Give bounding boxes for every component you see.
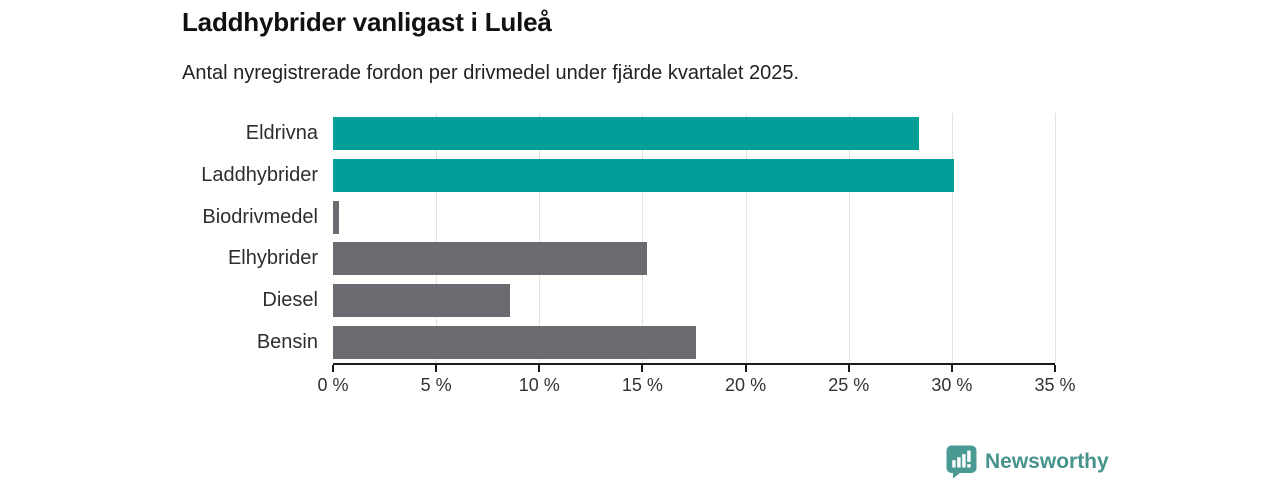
gridline bbox=[848, 113, 850, 363]
gridline bbox=[745, 113, 747, 363]
newsworthy-logo: Newsworthy bbox=[946, 445, 1109, 479]
bar bbox=[333, 117, 919, 151]
bar-row bbox=[333, 238, 1055, 280]
bar-row bbox=[333, 280, 1055, 322]
x-axis-tick-label: 5 % bbox=[420, 375, 452, 395]
bar bbox=[333, 200, 340, 234]
x-axis-tick-label: 20 % bbox=[725, 375, 767, 395]
category-labels: Eldrivna Laddhybrider Biodrivmedel Elhybrid… bbox=[0, 113, 318, 363]
gridline bbox=[951, 113, 953, 363]
x-axis-tick-label: 25 % bbox=[828, 375, 870, 395]
bar bbox=[333, 283, 511, 317]
gridline bbox=[539, 113, 541, 363]
category-label: Biodrivmedel bbox=[202, 205, 318, 228]
x-axis-tick-label: 10 % bbox=[518, 375, 560, 395]
category-label: Elhybrider bbox=[227, 247, 318, 270]
plot-area bbox=[333, 113, 1056, 365]
category-label: Laddhybrider bbox=[201, 163, 318, 186]
bar-row bbox=[333, 155, 1055, 197]
bar-chart-speech-bubble-icon bbox=[946, 445, 977, 479]
category-label: Bensin bbox=[256, 330, 318, 353]
newsworthy-brand-text: Newsworthy bbox=[985, 450, 1109, 473]
bar bbox=[333, 242, 647, 276]
bar-rows bbox=[333, 113, 1055, 363]
gridline bbox=[436, 113, 438, 363]
x-axis-tick-label: 0 % bbox=[317, 375, 349, 395]
x-axis-tick bbox=[950, 365, 953, 372]
bar bbox=[333, 325, 697, 359]
x-axis-tick bbox=[1054, 365, 1056, 372]
bar-row bbox=[333, 196, 1055, 238]
page-title: Laddhybrider vanligast i Luleå bbox=[182, 7, 552, 37]
x-axis-tick bbox=[641, 365, 644, 372]
gridline bbox=[642, 113, 644, 363]
gridline bbox=[1055, 113, 1056, 363]
bar-row bbox=[333, 113, 1055, 155]
x-axis-tick-label: 35 % bbox=[1034, 375, 1076, 395]
page-subtitle: Antal nyregistrerade fordon per drivmede… bbox=[182, 62, 800, 84]
x-axis-tick-label: 30 % bbox=[931, 375, 973, 395]
category-label: Eldrivna bbox=[245, 122, 318, 145]
grid-layer bbox=[333, 113, 1056, 363]
category-label: Diesel bbox=[262, 288, 318, 311]
x-axis-tick bbox=[332, 365, 334, 372]
x-axis-tick bbox=[538, 365, 541, 372]
bar-row bbox=[333, 321, 1055, 363]
x-axis-tick bbox=[847, 365, 850, 372]
x-axis-tick bbox=[744, 365, 747, 372]
bar bbox=[333, 158, 954, 192]
x-axis-tick-label: 15 % bbox=[621, 375, 663, 395]
x-axis-tick bbox=[435, 365, 438, 372]
x-axis: 0 % 5 % 10 % 15 % 20 % 25 % 30 % 35 % bbox=[317, 365, 1076, 399]
